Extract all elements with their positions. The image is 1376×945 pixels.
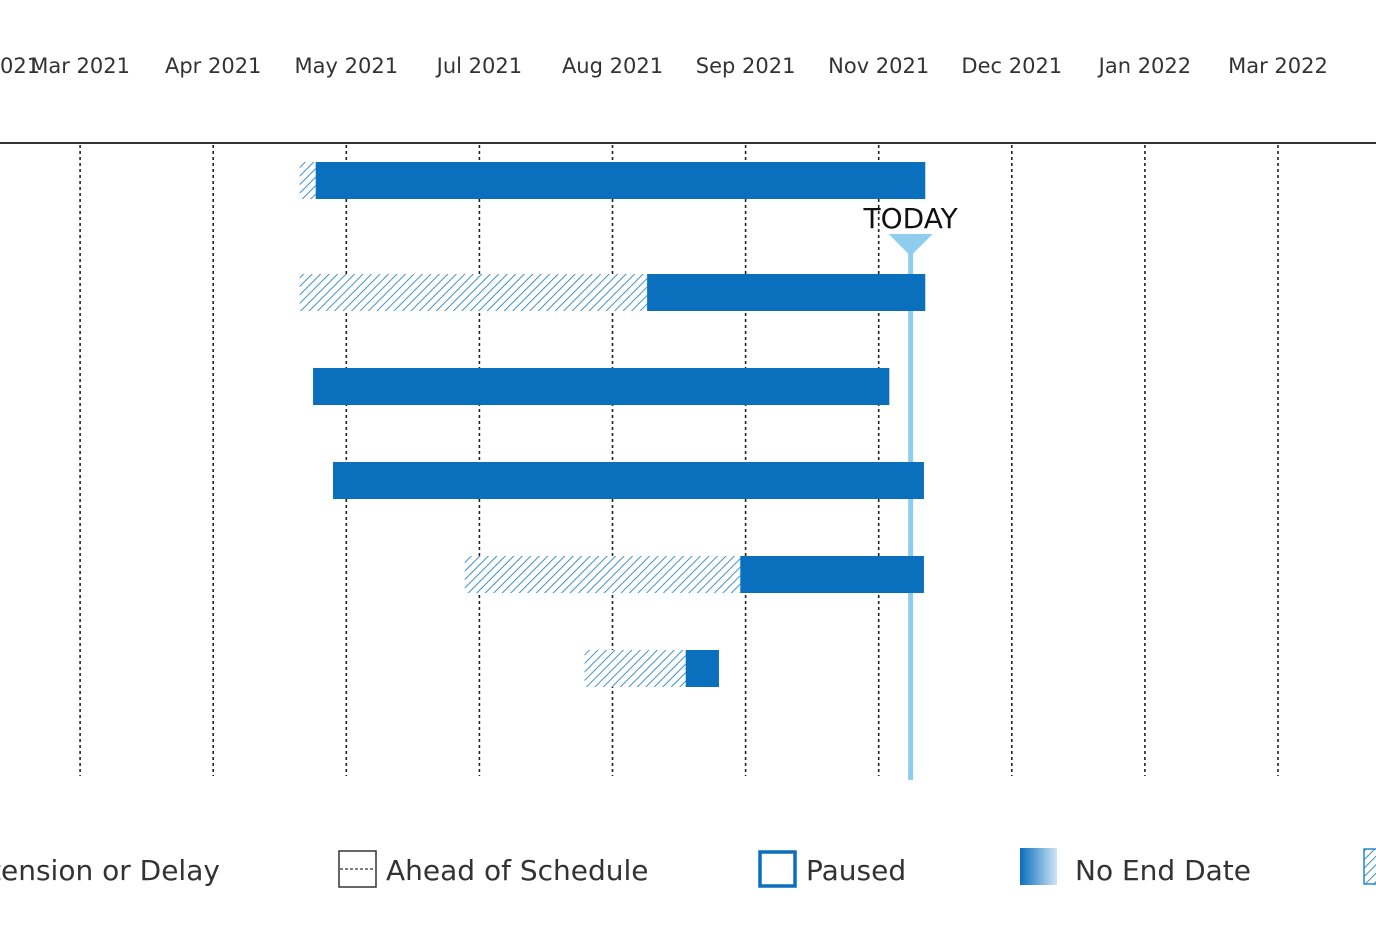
tick-label: Jul 2021 — [435, 54, 522, 78]
legend-item-hatched — [1363, 848, 1376, 885]
solid-bar-segment — [685, 650, 719, 687]
legend-label-paused: Paused — [806, 854, 906, 887]
no-end-swatch-icon — [1020, 848, 1057, 885]
solid-bar-segment — [332, 462, 924, 499]
today-triangle-icon — [888, 234, 933, 256]
legend-label-no-end: No End Date — [1075, 854, 1251, 887]
task-row — [313, 368, 890, 405]
task-row — [332, 462, 924, 499]
hatched-swatch-icon — [1363, 848, 1376, 885]
today-marker: TODAY — [862, 202, 959, 780]
tick-label: 021 — [0, 54, 40, 78]
task-row — [299, 162, 926, 199]
solid-bar-segment — [313, 368, 890, 405]
legend-item-paused: Paused — [758, 850, 906, 888]
paused-swatch-icon — [758, 850, 797, 888]
tick-label: Aug 2021 — [562, 54, 663, 78]
tick-label: Mar 2022 — [1228, 54, 1328, 78]
tick-label: Dec 2021 — [961, 54, 1062, 78]
legend-label-ahead: Ahead of Schedule — [386, 854, 649, 887]
tick-label: Apr 2021 — [165, 54, 261, 78]
tick-label: May 2021 — [295, 54, 399, 78]
task-row — [299, 274, 926, 311]
solid-bar-segment — [647, 274, 926, 311]
task-row — [464, 556, 924, 593]
task-row — [584, 650, 719, 687]
legend: tension or Delay Ahead of Schedule Paused N… — [0, 848, 1376, 888]
solid-bar-segment — [315, 162, 926, 199]
tick-label: Nov 2021 — [828, 54, 929, 78]
tick-label: Mar 2021 — [30, 54, 130, 78]
hatched-bar-segment — [464, 556, 741, 593]
task-bars — [299, 162, 926, 687]
hatched-bar-segment — [299, 274, 648, 311]
legend-label-extension: tension or Delay — [0, 854, 220, 887]
hatched-bar-segment — [299, 162, 316, 199]
solid-bar-segment — [740, 556, 924, 593]
legend-item-no-end: No End Date — [1020, 848, 1251, 887]
tick-label: Sep 2021 — [696, 54, 796, 78]
today-label: TODAY — [862, 202, 958, 235]
tick-label: Jan 2022 — [1097, 54, 1192, 78]
hatched-bar-segment — [584, 650, 686, 687]
legend-item-ahead: Ahead of Schedule — [338, 850, 649, 888]
